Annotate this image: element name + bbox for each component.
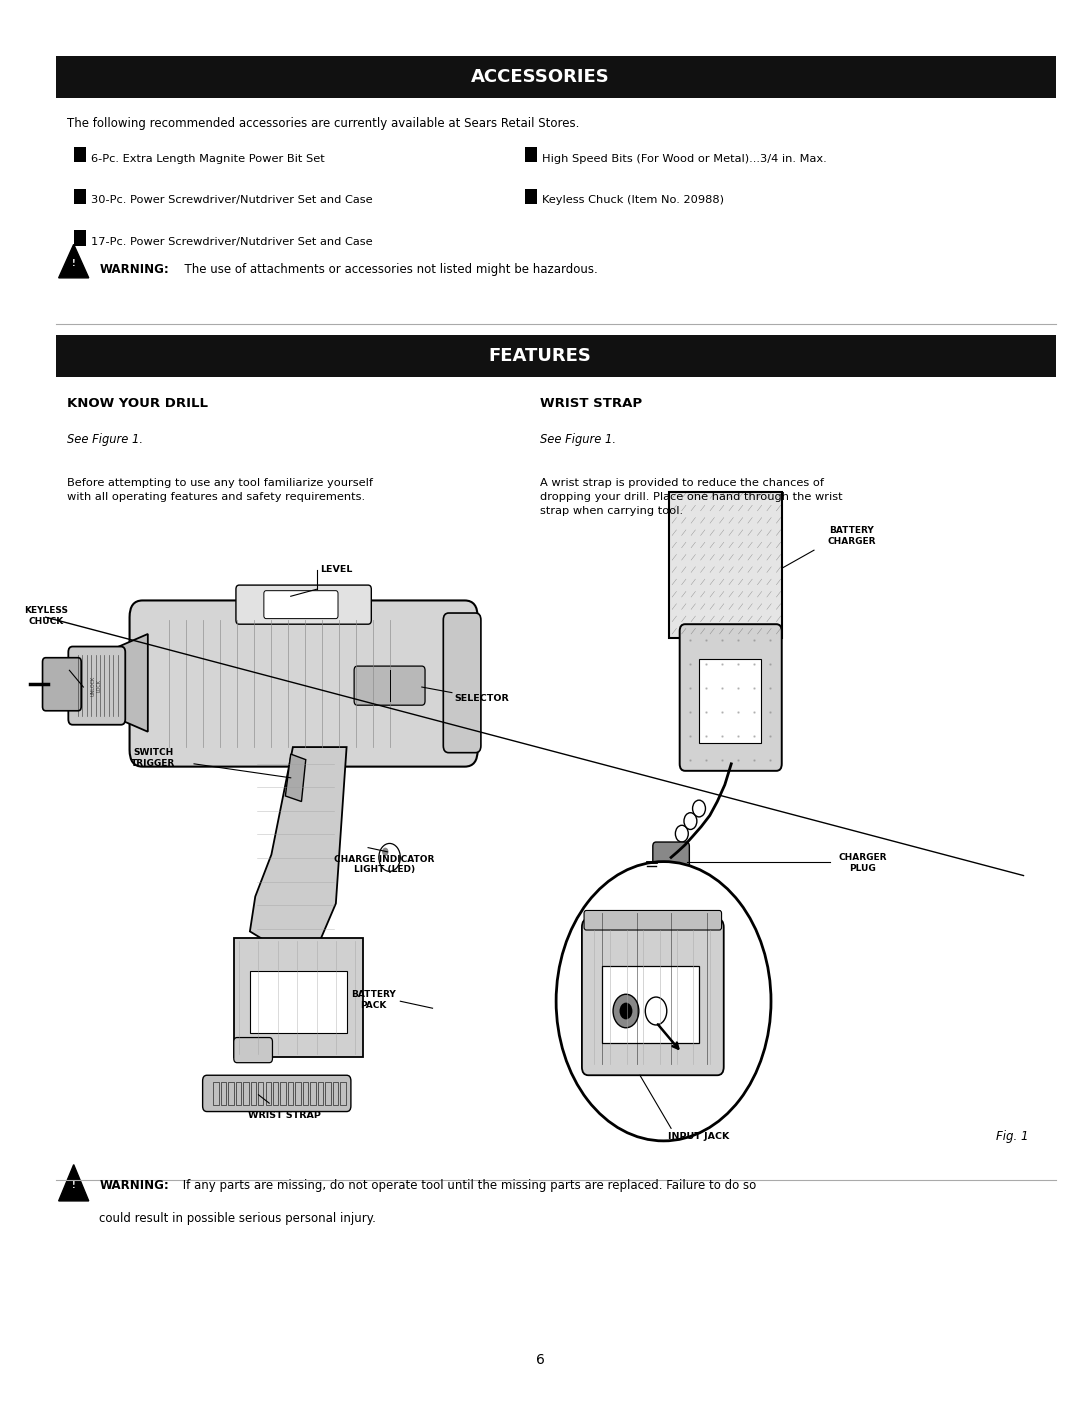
Bar (603, 966, 699, 1043)
Bar (258, 1082, 264, 1105)
Bar (251, 1082, 256, 1105)
Text: The following recommended accessories are currently available at Sears Retail St: The following recommended accessories ar… (67, 118, 580, 130)
Circle shape (645, 997, 666, 1025)
Polygon shape (58, 1165, 89, 1202)
Text: FEATURES: FEATURES (488, 348, 592, 365)
Text: !: ! (72, 1180, 76, 1190)
Text: See Figure 1.: See Figure 1. (540, 433, 616, 446)
Bar (302, 1082, 308, 1105)
Bar (310, 1082, 315, 1105)
Bar (73, 188, 85, 203)
Polygon shape (116, 634, 148, 732)
Text: WRIST STRAP: WRIST STRAP (540, 397, 643, 409)
Bar (73, 147, 85, 163)
Text: A wrist strap is provided to reduce the chances of
dropping your drill. Place on: A wrist strap is provided to reduce the … (540, 478, 842, 516)
Circle shape (382, 848, 389, 857)
Text: WARNING:: WARNING: (99, 262, 170, 276)
FancyBboxPatch shape (679, 624, 782, 771)
Bar (340, 1082, 346, 1105)
FancyBboxPatch shape (130, 600, 477, 767)
Bar (333, 1082, 338, 1105)
Bar (228, 1082, 233, 1105)
FancyBboxPatch shape (584, 910, 721, 930)
Text: LEVEL: LEVEL (320, 565, 352, 575)
Text: !: ! (72, 259, 76, 268)
Text: 6: 6 (536, 1353, 544, 1367)
Circle shape (556, 862, 771, 1141)
Text: could result in possible serious personal injury.: could result in possible serious persona… (99, 1213, 376, 1225)
Text: SELECTOR: SELECTOR (454, 694, 509, 702)
FancyBboxPatch shape (235, 585, 372, 624)
FancyBboxPatch shape (443, 613, 481, 753)
FancyBboxPatch shape (652, 843, 689, 876)
Bar (525, 147, 537, 163)
Text: CHARGE INDICATOR
LIGHT (LED): CHARGE INDICATOR LIGHT (LED) (334, 854, 434, 875)
Circle shape (613, 994, 639, 1028)
Bar (266, 1082, 271, 1105)
Text: 17-Pc. Power Screwdriver/Nutdriver Set and Case: 17-Pc. Power Screwdriver/Nutdriver Set a… (91, 237, 373, 247)
Bar (220, 1082, 226, 1105)
Text: INPUT JACK: INPUT JACK (669, 1133, 730, 1141)
Text: ACCESSORIES: ACCESSORIES (471, 67, 609, 86)
Bar (296, 1082, 300, 1105)
Bar (214, 1082, 219, 1105)
FancyBboxPatch shape (42, 658, 81, 711)
Text: CHARGER
PLUG: CHARGER PLUG (838, 852, 887, 873)
Text: Keyless Chuck (Item No. 20988): Keyless Chuck (Item No. 20988) (542, 195, 725, 206)
Text: BATTERY
CHARGER: BATTERY CHARGER (827, 526, 876, 547)
Text: Fig. 1: Fig. 1 (996, 1130, 1028, 1143)
Bar (669, 492, 782, 638)
Bar (281, 1082, 286, 1105)
Bar (288, 1082, 294, 1105)
Text: 30-Pc. Power Screwdriver/Nutdriver Set and Case: 30-Pc. Power Screwdriver/Nutdriver Set a… (91, 195, 373, 206)
Bar (273, 1082, 279, 1105)
Text: WARNING:: WARNING: (99, 1179, 170, 1192)
FancyBboxPatch shape (233, 1037, 272, 1063)
Polygon shape (233, 938, 363, 1057)
Bar (73, 230, 85, 245)
Polygon shape (249, 747, 347, 941)
Text: WRIST STRAP: WRIST STRAP (247, 1112, 321, 1120)
Text: If any parts are missing, do not operate tool until the missing parts are replac: If any parts are missing, do not operate… (179, 1179, 756, 1192)
Bar (235, 1082, 241, 1105)
Text: Before attempting to use any tool familiarize yourself
with all operating featur: Before attempting to use any tool famili… (67, 478, 374, 502)
Bar (56, 335, 1056, 377)
Circle shape (620, 1002, 633, 1019)
FancyBboxPatch shape (354, 666, 426, 705)
Text: KNOW YOUR DRILL: KNOW YOUR DRILL (67, 397, 208, 409)
FancyBboxPatch shape (203, 1075, 351, 1112)
Bar (56, 56, 1056, 98)
Bar (318, 1082, 323, 1105)
Text: The use of attachments or accessories not listed might be hazardous.: The use of attachments or accessories no… (177, 262, 597, 276)
Bar (699, 659, 761, 743)
Circle shape (379, 844, 401, 872)
Text: BATTERY
PACK: BATTERY PACK (351, 990, 396, 1009)
Bar (249, 970, 347, 1033)
FancyBboxPatch shape (582, 918, 724, 1075)
FancyBboxPatch shape (264, 590, 338, 618)
Text: 6-Pc. Extra Length Magnite Power Bit Set: 6-Pc. Extra Length Magnite Power Bit Set (91, 154, 325, 164)
Polygon shape (58, 244, 89, 278)
FancyBboxPatch shape (68, 646, 125, 725)
Bar (243, 1082, 248, 1105)
Text: High Speed Bits (For Wood or Metal)...3/4 in. Max.: High Speed Bits (For Wood or Metal)...3/… (542, 154, 827, 164)
Bar (325, 1082, 330, 1105)
Text: UNLOCK
LOCK: UNLOCK LOCK (91, 676, 102, 695)
Text: See Figure 1.: See Figure 1. (67, 433, 144, 446)
Text: KEYLESS
CHUCK: KEYLESS CHUCK (24, 606, 68, 625)
Bar (525, 188, 537, 203)
Text: SWITCH
TRIGGER: SWITCH TRIGGER (131, 749, 175, 768)
Polygon shape (285, 754, 306, 802)
